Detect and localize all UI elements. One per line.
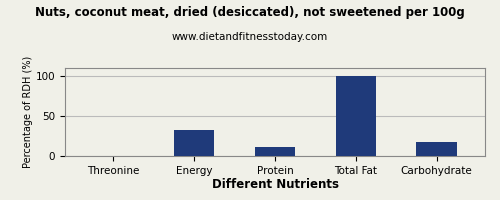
Bar	[174, 130, 214, 156]
Text: www.dietandfitnesstoday.com: www.dietandfitnesstoday.com	[172, 32, 328, 42]
Bar	[255, 147, 295, 156]
Bar	[336, 76, 376, 156]
Text: Nuts, coconut meat, dried (desiccated), not sweetened per 100g: Nuts, coconut meat, dried (desiccated), …	[35, 6, 465, 19]
Y-axis label: Percentage of RDH (%): Percentage of RDH (%)	[23, 56, 33, 168]
X-axis label: Different Nutrients: Different Nutrients	[212, 178, 338, 192]
Bar	[416, 142, 457, 156]
